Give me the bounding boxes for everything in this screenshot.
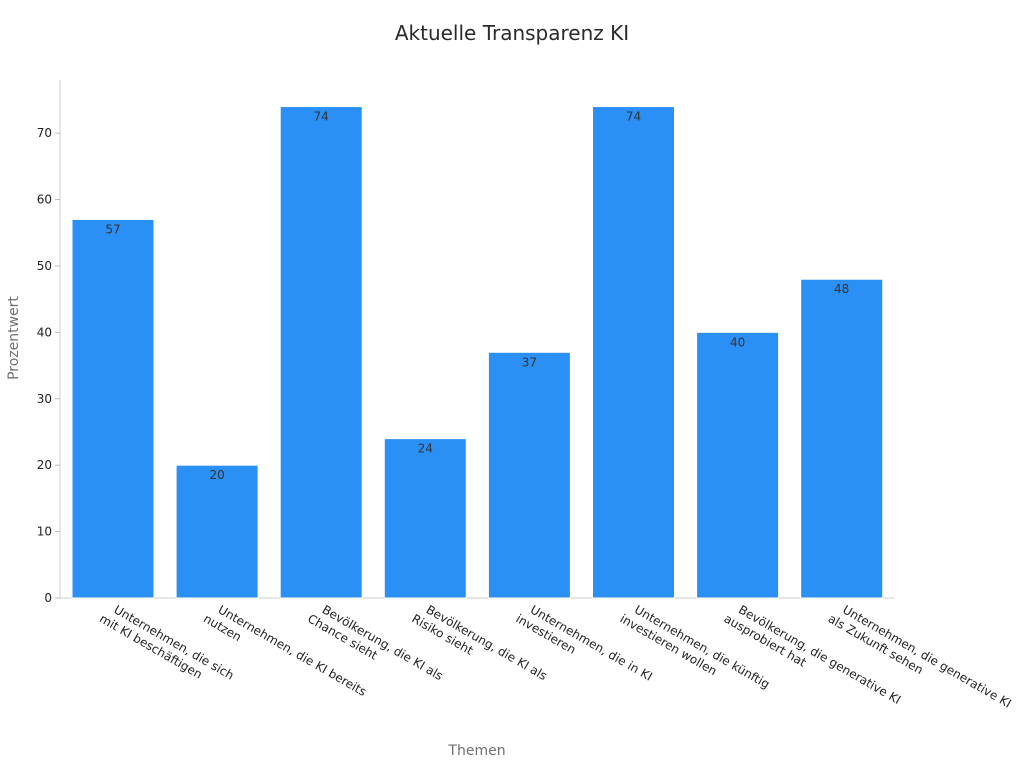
y-tick-label: 10 <box>37 525 52 539</box>
bar-value-label: 37 <box>522 355 537 369</box>
y-tick-label: 50 <box>37 259 52 273</box>
bar-value-label: 48 <box>834 282 849 296</box>
y-tick-label: 60 <box>37 193 52 207</box>
bar-value-label: 24 <box>418 442 433 456</box>
bar <box>487 351 571 599</box>
chart-title: Aktuelle Transparenz KI <box>395 21 629 45</box>
bar <box>279 106 363 599</box>
bar <box>800 278 884 599</box>
y-tick-label: 20 <box>37 458 52 472</box>
y-ticks: 0 10 20 30 40 50 60 70 <box>37 126 60 605</box>
x-category-label-line: Unternehmen, die generative KI <box>840 602 1014 710</box>
bar-value-label: 20 <box>209 468 224 482</box>
bar <box>383 438 467 599</box>
y-tick-label: 70 <box>37 126 52 140</box>
bar-value-label: 40 <box>730 335 745 349</box>
x-category-label: Unternehmen, die generative KIals Zukunf… <box>826 598 1014 723</box>
bars <box>71 106 884 599</box>
bar <box>696 331 780 599</box>
bar-labels: 57 20 74 24 37 74 40 48 <box>105 110 849 483</box>
bar <box>71 218 155 599</box>
x-category-label: Bevölkerung, die generative KIausprobier… <box>722 598 904 720</box>
x-category-label-line: Bevölkerung, die generative KI <box>736 602 903 707</box>
x-axis-title: Themen <box>447 743 505 759</box>
bar-value-label: 57 <box>105 222 120 236</box>
y-tick-label: 0 <box>44 591 52 605</box>
bar <box>175 464 259 599</box>
bar <box>592 106 675 599</box>
bar-value-label: 74 <box>626 110 641 124</box>
bar-value-label: 74 <box>314 110 329 124</box>
y-tick-label: 30 <box>37 392 52 406</box>
y-tick-label: 40 <box>37 325 52 339</box>
y-axis-title: Prozentwert <box>6 296 22 380</box>
category-labels: Unternehmen, die sichmit KI beschäftigen… <box>97 598 1014 723</box>
